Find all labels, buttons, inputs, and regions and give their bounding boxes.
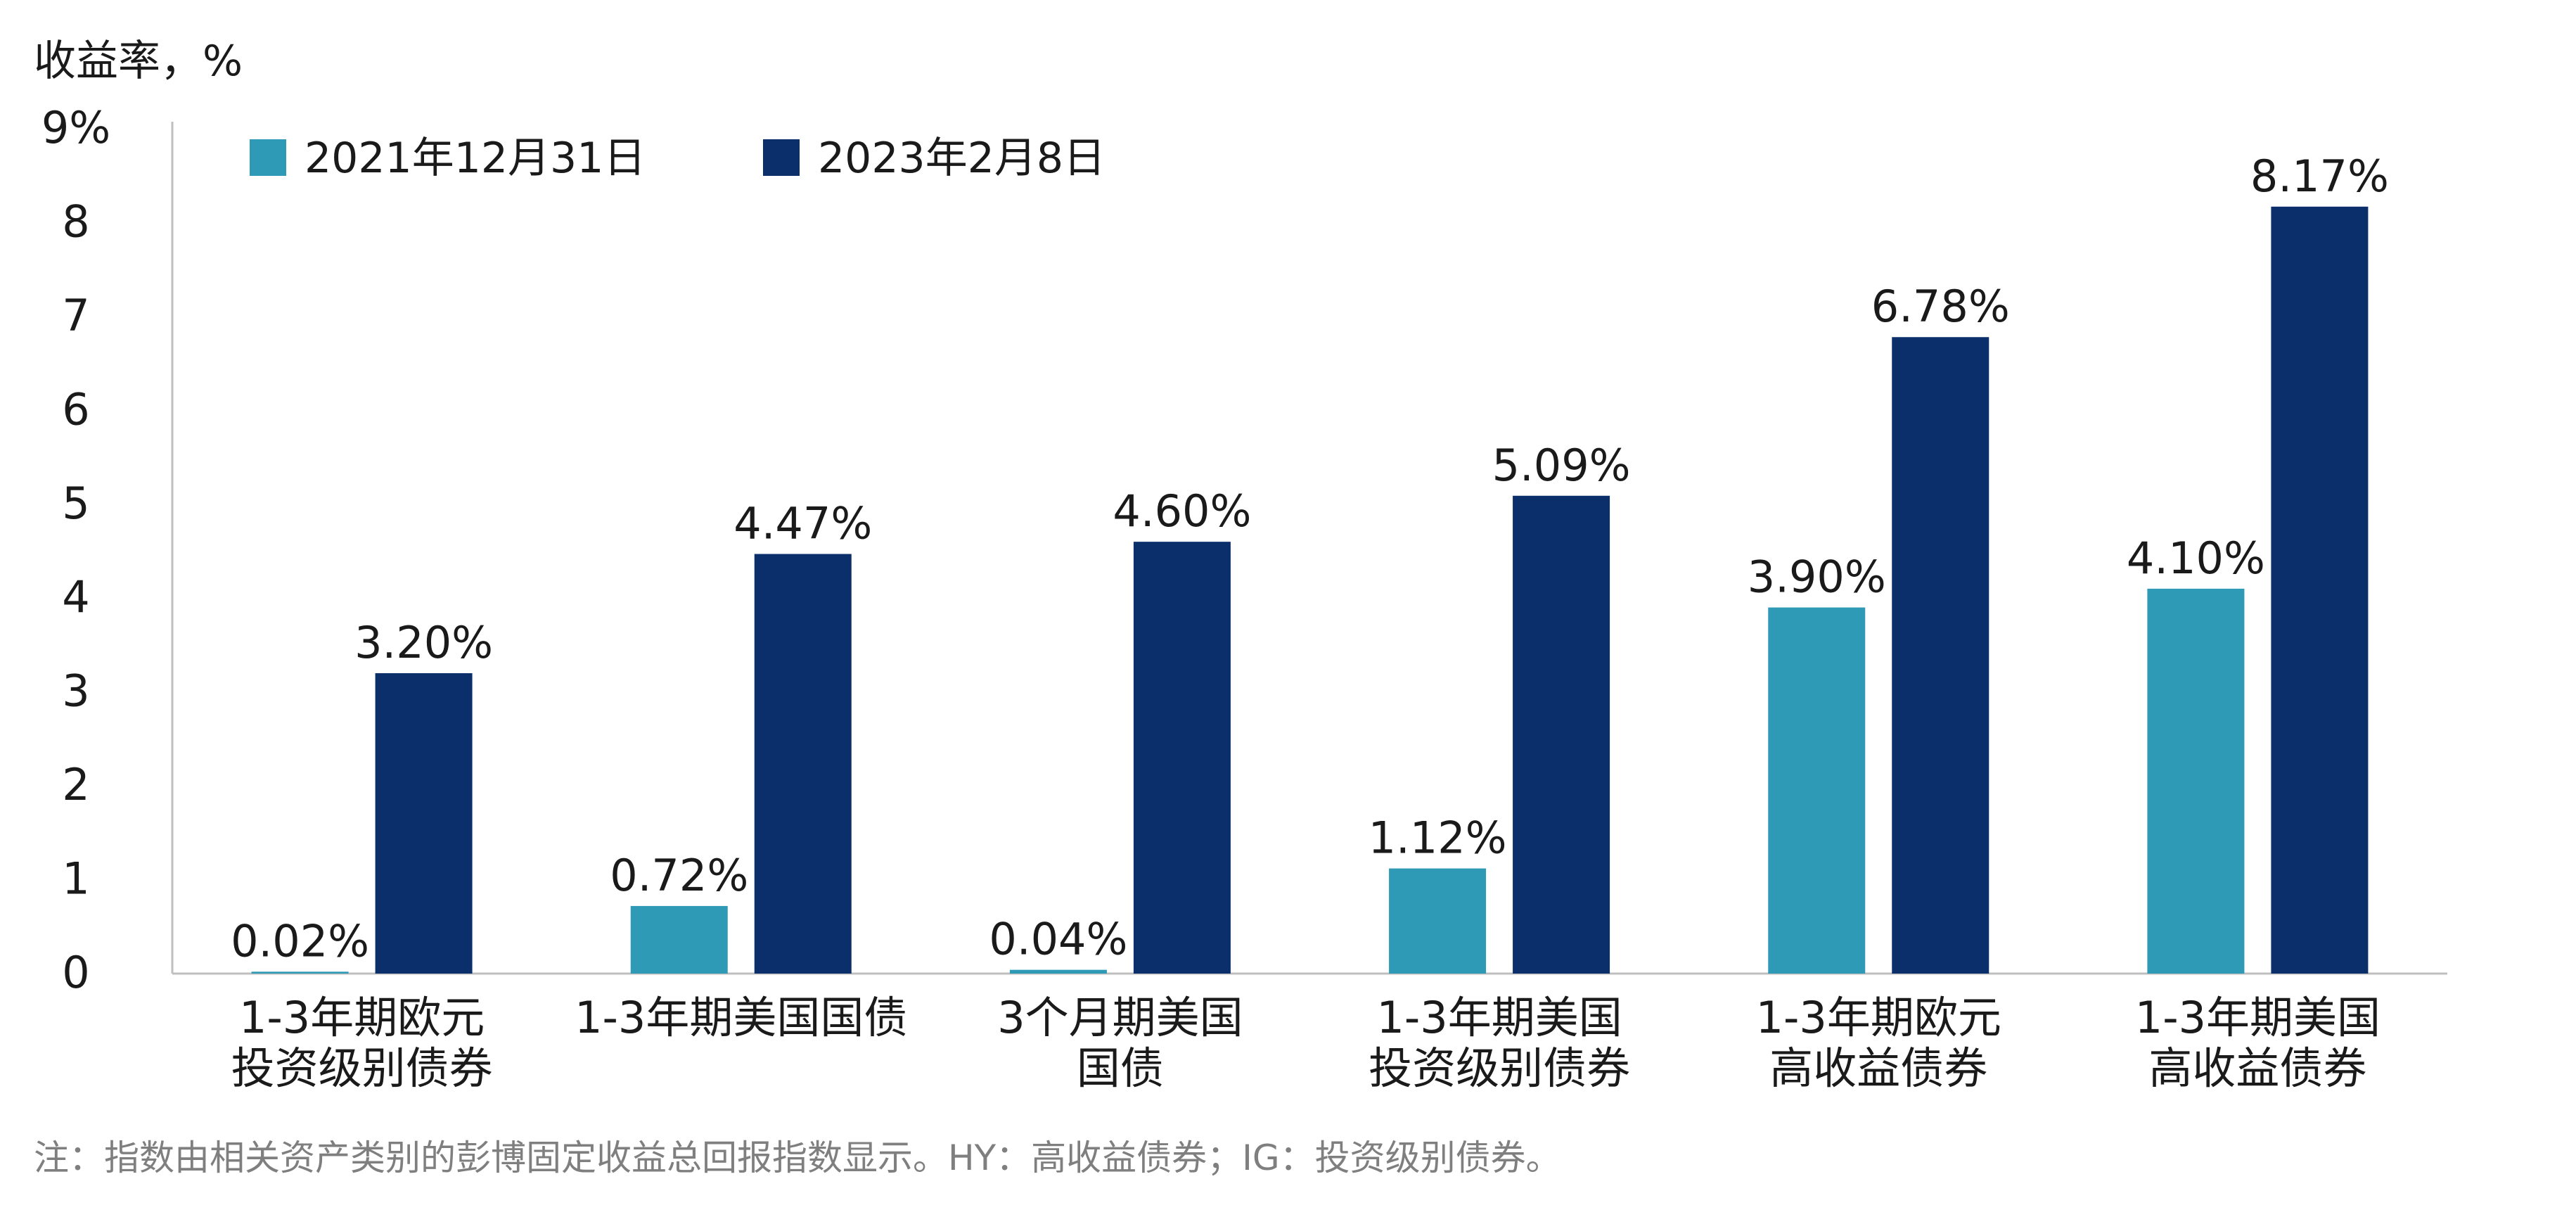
x-tick-label: 国债 (1077, 1043, 1164, 1094)
bar-series1 (1009, 969, 1107, 974)
x-tick-label: 高收益债券 (2148, 1043, 2366, 1094)
y-tick-label: 6 (62, 383, 89, 435)
bar-series1 (251, 971, 349, 974)
x-tick-label: 3个月期美国 (997, 992, 1243, 1043)
y-tick-label: 7 (62, 290, 89, 341)
bar-series2 (1513, 495, 1610, 974)
legend-label: 2023年2月8日 (818, 134, 1106, 183)
data-label: 4.10% (2127, 533, 2265, 584)
legend-label: 2021年12月31日 (305, 134, 646, 183)
x-tick-label: 1-3年期美国国债 (575, 992, 907, 1043)
x-tick-label: 1-3年期欧元 (239, 992, 485, 1043)
bar-series2 (2271, 206, 2369, 974)
bar-series2 (754, 554, 852, 974)
x-tick-label: 1-3年期欧元 (1756, 992, 2001, 1043)
x-tick-label: 投资级别债券 (1369, 1043, 1630, 1094)
data-label: 3.20% (354, 617, 493, 668)
legend-swatch (250, 139, 286, 176)
bar-series2 (1133, 542, 1231, 974)
x-tick-label: 投资级别债券 (231, 1043, 493, 1094)
y-tick-label: 5 (62, 478, 89, 529)
data-label: 6.78% (1871, 281, 2010, 332)
bar-series1 (1389, 868, 1487, 974)
x-tick-label: 高收益债券 (1769, 1043, 1987, 1094)
y-tick-label: 9% (41, 102, 110, 153)
bar-series2 (1892, 337, 1989, 974)
y-tick-label: 3 (62, 665, 89, 717)
data-label: 1.12% (1369, 812, 1507, 864)
x-tick-label: 1-3年期美国 (1376, 992, 1622, 1043)
data-label: 0.02% (231, 915, 369, 967)
bar-series2 (375, 672, 473, 974)
y-tick-label: 1 (62, 853, 89, 905)
bar-series1 (2147, 588, 2245, 974)
y-tick-label: 0 (62, 947, 89, 998)
data-label: 8.17% (2250, 151, 2389, 202)
data-label: 0.72% (610, 850, 748, 901)
y-axis-unit-label: 收益率，% (34, 37, 243, 86)
bar-series1 (1768, 607, 1866, 974)
data-label: 5.09% (1492, 440, 1631, 491)
y-tick-label: 4 (62, 571, 89, 623)
legend-swatch (763, 139, 800, 176)
bar-series1 (630, 905, 728, 974)
x-tick-label: 1-3年期美国 (2135, 992, 2380, 1043)
data-label: 3.90% (1748, 552, 1886, 603)
y-tick-label: 2 (62, 759, 89, 810)
data-label: 0.04% (989, 914, 1127, 965)
y-tick-label: 8 (62, 196, 89, 247)
footnote: 注：指数由相关资产类别的彭博固定收益总回报指数显示。HY：高收益债券；IG：投资… (34, 1137, 1561, 1178)
data-label: 4.47% (733, 498, 872, 549)
data-label: 4.60% (1113, 485, 1251, 537)
